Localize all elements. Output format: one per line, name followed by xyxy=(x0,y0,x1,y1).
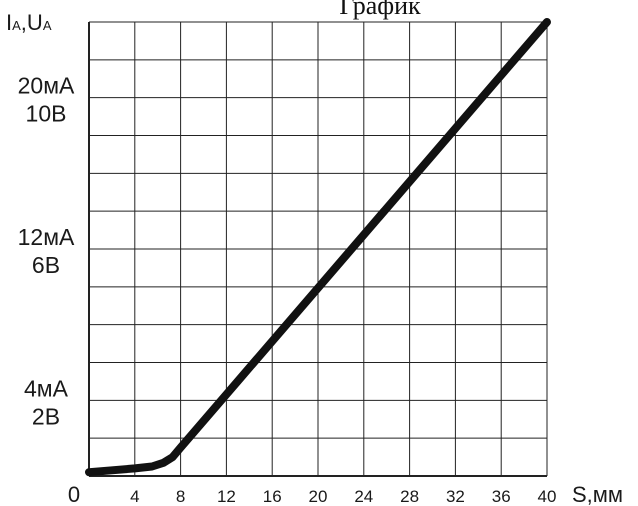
y-axis-label-sep: , xyxy=(21,10,27,35)
origin-label: 0 xyxy=(68,482,80,506)
grid xyxy=(88,21,548,477)
x-tick-label: 20 xyxy=(309,487,328,506)
y-tick-label-current: 4мА xyxy=(24,375,69,401)
x-tick-label: 36 xyxy=(492,487,511,506)
y-tick-label-current: 20мА xyxy=(18,73,75,99)
x-tick-label: 40 xyxy=(538,487,557,506)
x-tick-label: 24 xyxy=(354,487,373,506)
x-tick-label: 28 xyxy=(400,487,419,506)
chart-title: График xyxy=(339,0,421,20)
y-axis-label-u-sub: A xyxy=(43,18,52,33)
y-axis-label-i-sub: A xyxy=(12,18,21,33)
x-tick-label: 8 xyxy=(176,487,185,506)
y-axis-label-i: I xyxy=(6,10,12,35)
y-tick-label-current: 12мА xyxy=(18,224,75,250)
y-tick-label-voltage: 2В xyxy=(32,403,60,429)
x-tick-label: 12 xyxy=(217,487,236,506)
x-axis-label: S,мм xyxy=(572,482,623,506)
series-line xyxy=(85,18,551,477)
x-tick-label: 4 xyxy=(130,487,139,506)
x-tick-labels: 4 8 12 16 20 24 28 32 36 40 xyxy=(130,487,556,506)
x-tick-label: 16 xyxy=(263,487,282,506)
y-tick-label-voltage: 6В xyxy=(32,252,60,278)
x-tick-label: 32 xyxy=(446,487,465,506)
y-axis-label: IA,UA xyxy=(6,10,52,35)
y-tick-label-voltage: 10В xyxy=(26,101,67,127)
y-axis-label-u: U xyxy=(27,10,43,35)
